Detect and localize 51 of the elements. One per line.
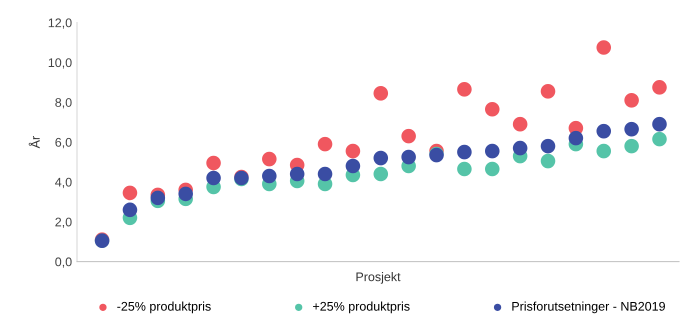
- point: [374, 86, 388, 101]
- point: [596, 40, 612, 55]
- point: [122, 202, 138, 218]
- y-tick-label: 12,0: [48, 18, 72, 29]
- point: [457, 162, 472, 176]
- point: [401, 128, 416, 144]
- point: [652, 80, 667, 95]
- point: [374, 150, 388, 166]
- point: [624, 122, 639, 136]
- y-tick-label: 10,0: [48, 58, 72, 69]
- point: [290, 166, 304, 182]
- point: [568, 130, 584, 146]
- point: [318, 166, 332, 182]
- point: [262, 152, 277, 166]
- point: [318, 136, 332, 152]
- legend-label: Prisforutsetninger - NB2019: [512, 302, 665, 314]
- point: [540, 138, 556, 154]
- legend-label: +25% produktpris: [313, 302, 410, 314]
- point: [596, 124, 612, 138]
- y-tick-label: 8,0: [55, 98, 72, 108]
- point: [652, 132, 667, 146]
- point: [262, 168, 277, 184]
- point: [512, 140, 528, 156]
- point: [150, 190, 166, 206]
- point: [596, 144, 612, 158]
- y-tick-label: 6,0: [55, 138, 72, 148]
- y-tick-label: 0,0: [55, 257, 72, 268]
- point: [178, 186, 193, 202]
- y-axis-title: År: [28, 136, 40, 148]
- point: [206, 156, 221, 170]
- y-tick-label: 2,0: [55, 218, 72, 228]
- point: [540, 84, 556, 99]
- x-axis-title: Prosjekt: [356, 272, 400, 284]
- point: [457, 144, 472, 160]
- y-tick-label: 4,0: [55, 178, 72, 188]
- point: [374, 166, 388, 182]
- point: [122, 186, 138, 200]
- point: [652, 116, 667, 132]
- point: [484, 144, 500, 158]
- point: [346, 158, 360, 174]
- point: [346, 144, 360, 158]
- point: [512, 116, 528, 132]
- point: [624, 138, 639, 154]
- point: [484, 102, 500, 117]
- point: [401, 150, 416, 164]
- point: [624, 93, 639, 108]
- point: [457, 82, 472, 97]
- legend-label: -25% produktpris: [117, 302, 211, 314]
- point: [206, 170, 221, 186]
- point: [484, 162, 500, 176]
- point: [540, 154, 556, 168]
